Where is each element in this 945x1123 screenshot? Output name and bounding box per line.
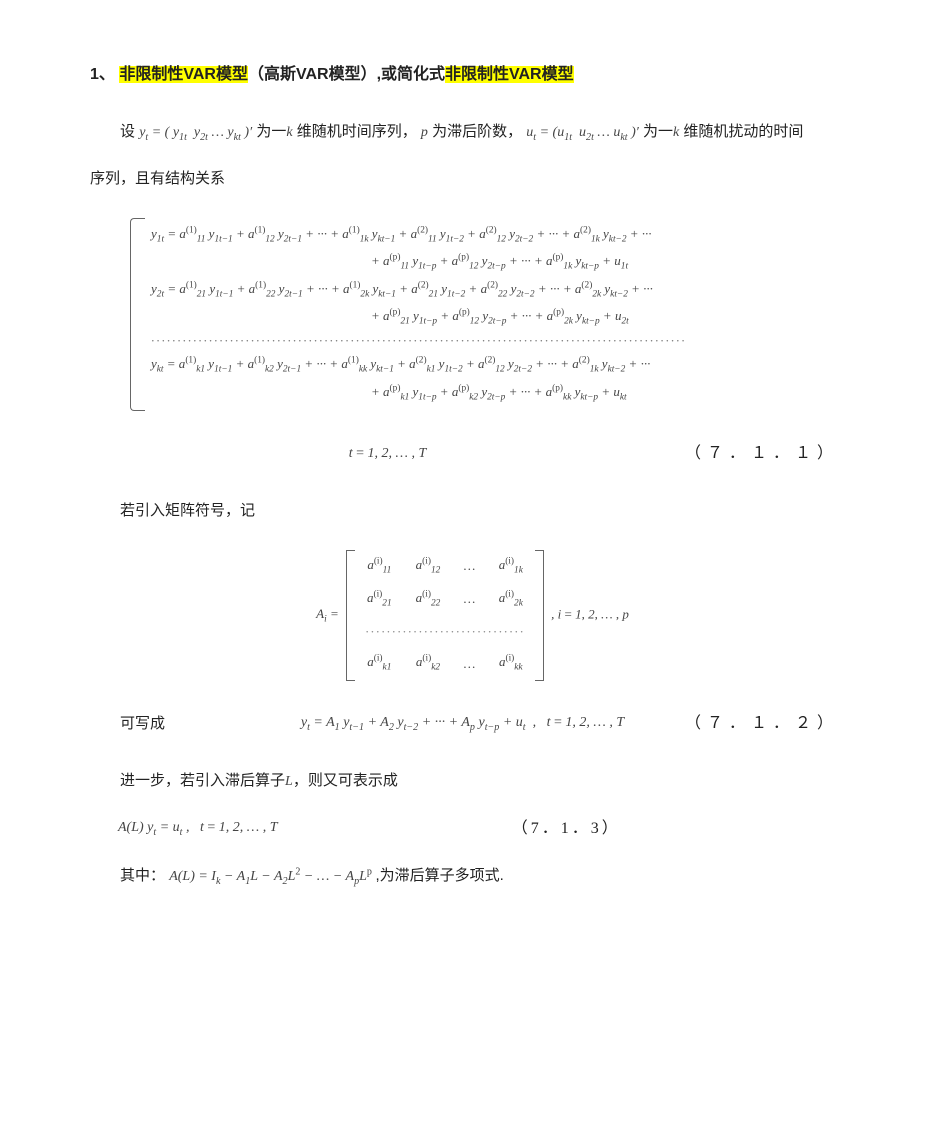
heading-highlight-2: 非限制性VAR模型	[445, 66, 574, 83]
eq-number: （7．1．3）	[436, 814, 696, 844]
eq-expr: yt = A1 yt−1 + A2 yt−2 + ··· + Ap yt−p +…	[240, 710, 685, 737]
text: 设	[120, 123, 135, 140]
equation-7-1-2: 可写成 yt = A1 yt−1 + A2 yt−2 + ··· + Ap yt…	[90, 709, 855, 739]
eq-expr: t = 1, 2, … , T	[90, 441, 685, 468]
heading-number: 1、	[90, 66, 115, 83]
heading-mid: （高斯VAR模型）,或简化式	[248, 66, 445, 83]
eq-number: （７．１．２）	[685, 709, 855, 739]
matrix-definition: Ai = a(i)11a(i)12…a(i)1k a(i)21a(i)22…a(…	[90, 550, 855, 681]
equation-system: y1t = a(1)11 y1t−1 + a(1)12 y2t−1 + ··· …	[90, 218, 855, 411]
math-p: p	[421, 125, 428, 140]
sys-row-1b: + a(p)11 y1t−p + a(p)12 y2t−p + ··· + a(…	[151, 249, 687, 276]
text: 其中：	[120, 867, 165, 884]
matrix-rhs: , i = 1, 2, … , p	[551, 606, 629, 621]
text: ,为滞后算子多项式.	[375, 867, 503, 884]
math-k: k	[673, 125, 679, 140]
matrix-body: a(i)11a(i)12…a(i)1k a(i)21a(i)22…a(i)2k …	[346, 550, 544, 681]
section-heading: 1、 非限制性VAR模型（高斯VAR模型）,或简化式非限制性VAR模型	[90, 60, 855, 90]
text: 维随机扰动的时间	[683, 123, 803, 140]
text: 为滞后阶数，	[432, 123, 522, 140]
left-brace	[130, 218, 145, 411]
sys-row-kb: + a(p)k1 y1t−p + a(p)k2 y2t−p + ··· + a(…	[151, 380, 687, 407]
sys-row-2b: + a(p)21 y1t−p + a(p)12 y2t−p + ··· + a(…	[151, 304, 687, 331]
sys-dots: ········································…	[151, 331, 687, 352]
math-AL: A(L) = Ik − A1L − A2L2 − … − ApLp	[169, 869, 375, 884]
sys-row-k: ykt = a(1)k1 y1t−1 + a(1)k2 y2t−1 + ··· …	[151, 352, 687, 379]
where-clause: 其中： A(L) = Ik − A1L − A2L2 − … − ApLp ,为…	[90, 862, 855, 891]
equation-7-1-3: A(L) yt = ut , t = 1, 2, … , T （7．1．3）	[90, 814, 855, 844]
matrix-intro: 若引入矩阵符号，记	[90, 497, 855, 526]
label: 可写成	[90, 710, 240, 739]
eq-expr: A(L) yt = ut , t = 1, 2, … , T	[118, 815, 278, 842]
math-k: k	[286, 125, 292, 140]
text: 维随机时间序列，	[297, 123, 417, 140]
sys-row-1: y1t = a(1)11 y1t−1 + a(1)12 y2t−1 + ··· …	[151, 222, 687, 249]
math-ut: ut = (u1t u2t … ukt )′	[526, 125, 639, 140]
sys-row-2: y2t = a(1)21 y1t−1 + a(1)22 y2t−1 + ··· …	[151, 277, 687, 304]
heading-highlight-1: 非限制性VAR模型	[119, 66, 248, 83]
intro-paragraph: 设 yt = ( y1t y2t … ykt )′ 为一k 维随机时间序列， p…	[90, 118, 855, 147]
math-L: L	[285, 774, 293, 789]
math-yt: yt = ( y1t y2t … ykt )′	[139, 125, 252, 140]
equation-7-1-1: t = 1, 2, … , T （７．１．１）	[90, 439, 855, 469]
text: ，则又可表示成	[293, 772, 398, 789]
matrix-lhs: Ai =	[316, 606, 339, 621]
eq-number: （７．１．１）	[685, 439, 855, 469]
text: 进一步，若引入滞后算子	[120, 772, 285, 789]
lag-operator-intro: 进一步，若引入滞后算子L，则又可表示成	[90, 767, 855, 796]
text: 为一	[256, 123, 286, 140]
text: 为一	[643, 123, 673, 140]
intro-paragraph-line2: 序列，且有结构关系	[90, 165, 855, 194]
